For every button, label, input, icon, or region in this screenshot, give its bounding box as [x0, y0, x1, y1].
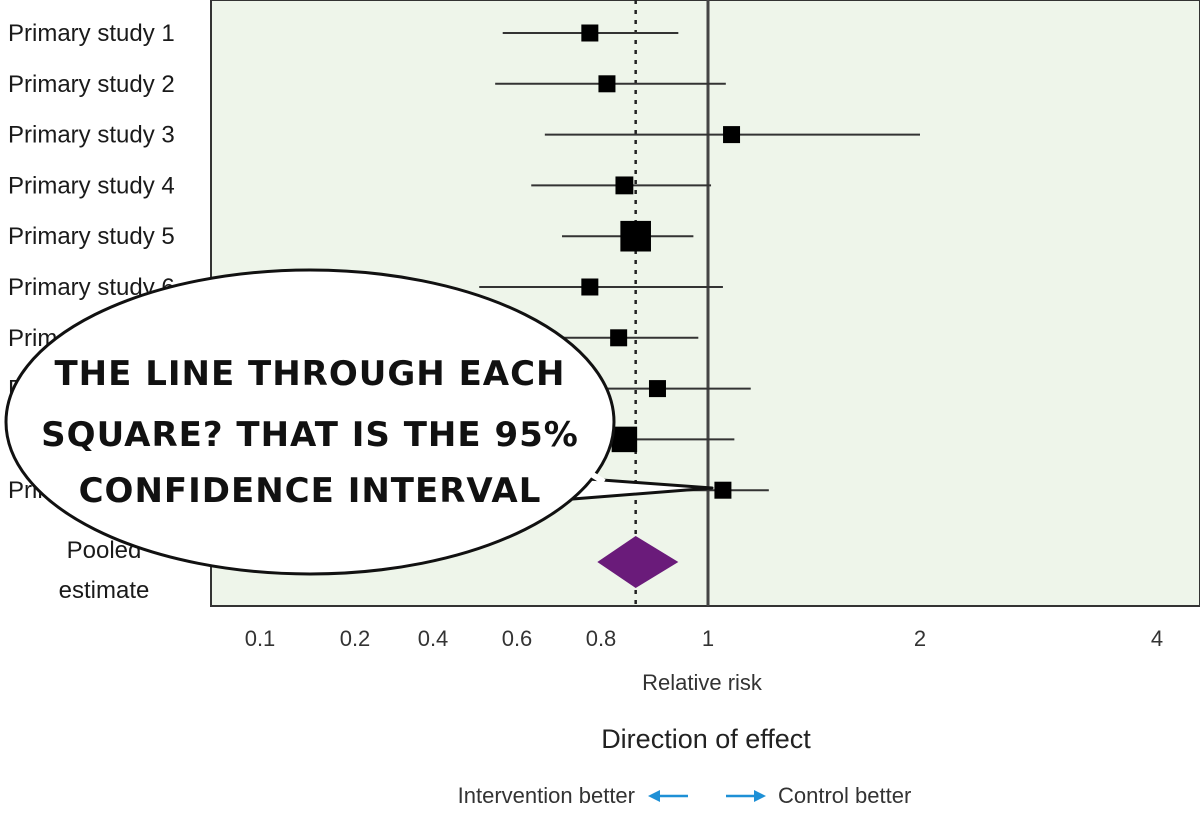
- right-arrow-icon: [726, 790, 766, 802]
- study-estimate-marker: [610, 329, 628, 347]
- study-estimate-marker: [620, 220, 651, 252]
- speech-bubble-line-3: CONFIDENCE INTERVAL: [79, 471, 542, 511]
- x-axis-title: Relative risk: [642, 670, 763, 695]
- x-tick-label: 0.2: [340, 626, 371, 651]
- study-estimate-marker: [598, 75, 616, 93]
- speech-bubble-body: [4, 268, 616, 576]
- study-estimate-marker: [611, 426, 638, 453]
- study-label: Primary study 2: [8, 71, 175, 98]
- speech-bubble: THE LINE THROUGH EACH SQUARE? THAT IS TH…: [4, 268, 714, 576]
- pooled-label-line-2: estimate: [59, 577, 150, 604]
- control-better-label: Control better: [778, 783, 911, 808]
- study-estimate-marker: [615, 176, 634, 195]
- x-tick-label: 0.1: [245, 626, 276, 651]
- x-tick-label: 0.6: [502, 626, 533, 651]
- x-tick-label: 4: [1151, 626, 1163, 651]
- study-label: Primary study 3: [8, 122, 175, 149]
- study-label: Primary study 4: [8, 172, 175, 199]
- study-label: Primary study 5: [8, 223, 175, 250]
- x-tick-label: 1: [702, 626, 714, 651]
- study-label: Primary study 1: [8, 20, 175, 47]
- pooled-estimate-diamond: [597, 536, 679, 588]
- x-tick-labels: 0.1 0.2 0.4 0.6 0.8 1 2 4: [245, 626, 1163, 651]
- speech-bubble-line-1: THE LINE THROUGH EACH: [54, 354, 565, 394]
- study-estimate-marker: [581, 24, 599, 42]
- x-tick-label: 2: [914, 626, 926, 651]
- left-arrow-icon: [648, 790, 688, 802]
- x-tick-label: 0.8: [586, 626, 617, 651]
- speech-bubble-line-2: SQUARE? THAT IS THE 95%: [41, 415, 579, 455]
- study-estimate-marker: [648, 380, 666, 398]
- study-estimate-marker: [723, 126, 741, 144]
- study-estimate-marker: [714, 481, 732, 499]
- x-tick-label: 0.4: [418, 626, 449, 651]
- intervention-better-label: Intervention better: [458, 783, 635, 808]
- study-estimate-marker: [581, 278, 599, 296]
- direction-title: Direction of effect: [601, 724, 811, 754]
